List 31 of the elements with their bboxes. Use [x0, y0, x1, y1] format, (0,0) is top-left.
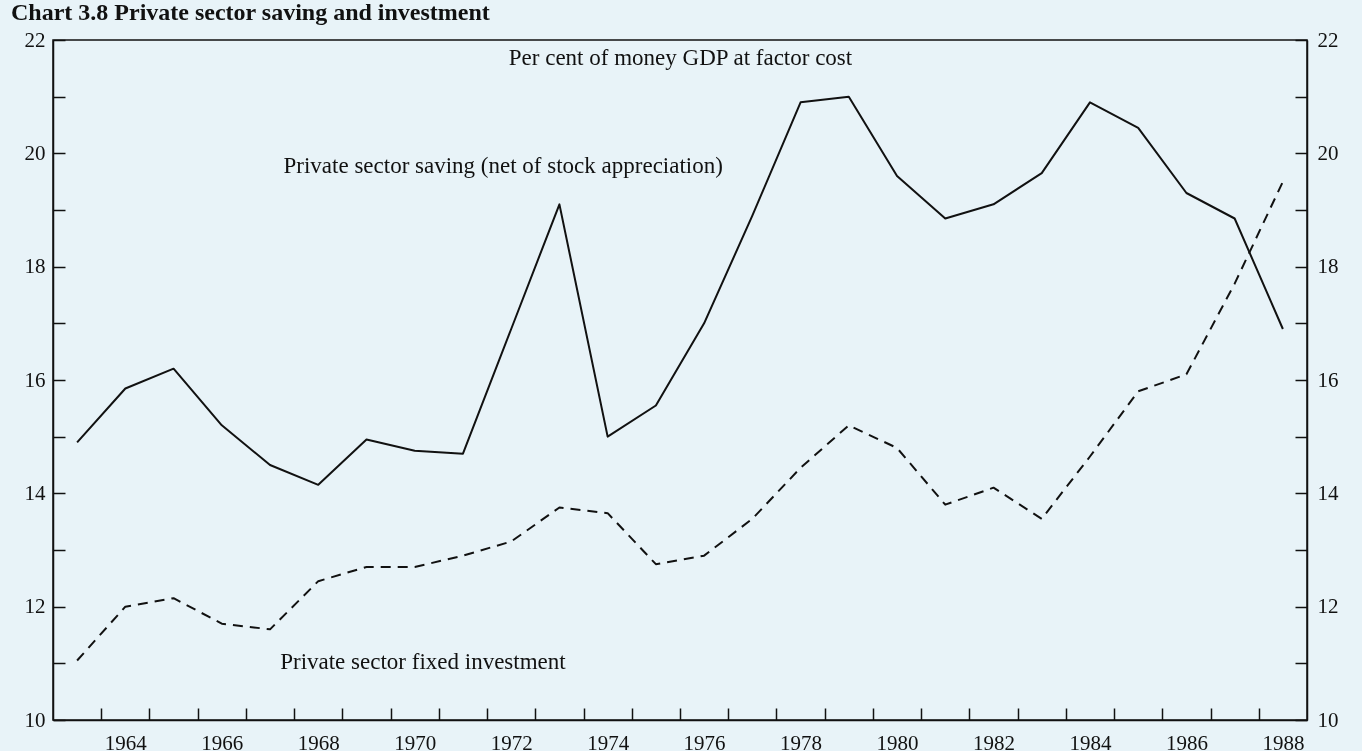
x-tick-label: 1966 [201, 730, 244, 751]
series-label: Private sector fixed investment [280, 649, 567, 675]
y2-tick-label: 20 [1317, 140, 1339, 165]
x-tick-label: 1964 [104, 730, 148, 751]
y2-tick-label: 18 [1317, 254, 1339, 279]
x-tick-label: 1980 [876, 730, 919, 751]
x-tick-label: 1970 [394, 730, 437, 751]
x-tick-label: 1978 [780, 730, 823, 751]
y2-tick-label: 16 [1317, 367, 1339, 392]
x-tick-label: 1986 [1165, 730, 1208, 751]
y2-tick-label: 10 [1317, 707, 1339, 732]
y-tick-label: 20 [24, 140, 46, 165]
y-tick-label: 12 [24, 594, 46, 619]
x-tick-label: 1974 [587, 730, 630, 751]
y2-tick-label: 22 [1317, 27, 1339, 52]
y2-tick-label: 14 [1317, 480, 1339, 505]
y-tick-label: 18 [24, 254, 46, 279]
x-tick-label: 1968 [297, 730, 340, 751]
y-tick-label: 22 [24, 27, 46, 52]
y-axis-title: Per cent of money GDP at factor cost [508, 44, 853, 70]
chart-title: Chart 3.8 Private sector saving and investment [11, 0, 490, 25]
y-tick-label: 14 [24, 480, 46, 505]
x-tick-label: 1984 [1069, 730, 1112, 751]
x-tick-label: 1988 [1262, 730, 1305, 751]
y-tick-label: 16 [24, 367, 46, 392]
series-label: Private sector saving (net of stock appreciation) [283, 152, 723, 178]
x-tick-label: 1972 [490, 730, 533, 751]
y-tick-label: 10 [24, 707, 46, 732]
x-tick-label: 1976 [683, 730, 726, 751]
x-tick-label: 1982 [973, 730, 1015, 751]
y2-tick-label: 12 [1317, 594, 1339, 619]
